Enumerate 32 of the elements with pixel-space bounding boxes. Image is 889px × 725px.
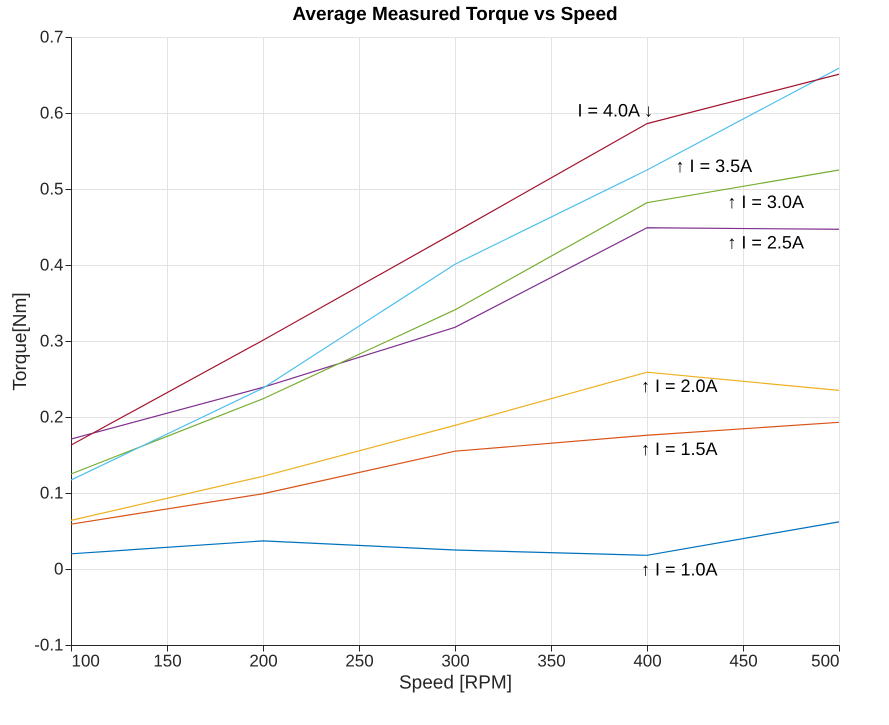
chart-title: Average Measured Torque vs Speed (292, 4, 618, 25)
x-tick-label: 150 (153, 652, 182, 670)
line-series (70, 227, 840, 440)
y-tick-label: 0 (54, 560, 64, 578)
y-tick-label: 0.3 (40, 332, 64, 350)
x-tick-label: 350 (537, 652, 566, 670)
line-series (70, 372, 840, 521)
annotation: ↑ I = 3.5A (676, 156, 752, 176)
annotation: I = 4.0A ↓ (577, 100, 653, 121)
x-axis-title: Speed [RPM] (399, 672, 512, 694)
x-tick-label: 400 (633, 652, 662, 670)
x-tick-label: 200 (249, 652, 278, 670)
annotation: ↑ I = 2.0A (641, 376, 718, 396)
y-tick-label: 0.1 (40, 484, 64, 502)
x-tick-label: 500 (811, 652, 840, 670)
y-axis-title: Torque[Nm] (10, 292, 32, 391)
annotation: ↑ I = 2.5A (727, 232, 804, 253)
y-tick-label: 0.5 (40, 180, 64, 198)
y-tick-label: 0.4 (40, 256, 64, 274)
annotation: ↑ I = 3.0A (727, 192, 804, 212)
annotation: ↑ I = 1.5A (641, 439, 718, 460)
x-tick-label: 100 (72, 652, 100, 670)
x-tick-label: 450 (729, 652, 758, 670)
y-tick-label: -0.1 (34, 636, 64, 654)
x-tick-label: 300 (441, 652, 470, 670)
y-tick-label: 0.2 (40, 408, 64, 426)
y-tick-label: 0.6 (40, 104, 64, 122)
x-tick-label: 250 (345, 652, 374, 670)
annotation: ↑ I = 1.0A (641, 559, 718, 580)
line-series (70, 521, 840, 556)
y-tick-label: 0.7 (40, 28, 64, 46)
line-series (70, 422, 840, 525)
